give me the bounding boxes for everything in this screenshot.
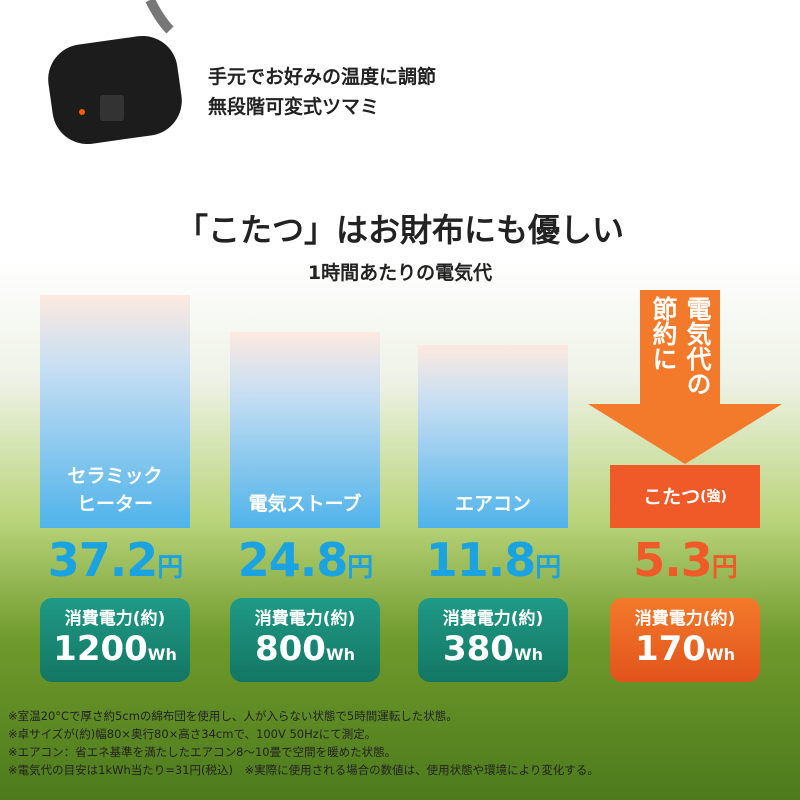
controller-illustration xyxy=(48,0,182,145)
subtitle: 1時間あたりの電気代 xyxy=(307,262,493,284)
bar-label: エアコン xyxy=(454,493,531,515)
arrow-text: 節約に xyxy=(649,296,678,371)
power-unit: Wh xyxy=(513,645,544,664)
bar-label: セラミック xyxy=(67,465,163,487)
note: ※卓サイズが(約)幅80×奥行80×高さ34cmで、100V 50Hzにて測定。 xyxy=(8,727,377,741)
arrow-text: 電気代の xyxy=(683,296,712,396)
note: ※電気代の目安は1kWh当たり=31円(税込) ※実際に使用される場合の数値は、… xyxy=(8,763,599,777)
power-label: 消費電力(約) xyxy=(64,609,166,629)
title: 「こたつ」はお財布にも優しい xyxy=(175,211,624,249)
cost-unit: 円 xyxy=(347,553,373,583)
power-label: 消費電力(約) xyxy=(254,609,356,629)
bar: セラミック ヒーター xyxy=(40,295,190,528)
power-value: 1200 xyxy=(53,629,148,669)
power-value: 380 xyxy=(442,629,514,669)
power-box: 消費電力(約) 1200Wh xyxy=(40,598,190,682)
power-box: 消費電力(約) 170Wh xyxy=(610,598,760,682)
power-box: 消費電力(約) 380Wh xyxy=(418,598,568,682)
note: ※室温20°Cで厚さ約5cmの綿布団を使用し、人が入らない状態で5時間運転した状… xyxy=(8,709,458,723)
bar: 電気ストーブ xyxy=(230,332,380,528)
bar: こたつ (強) xyxy=(610,465,760,528)
bar-label: ヒーター xyxy=(76,493,153,515)
power: 800Wh xyxy=(230,629,380,675)
cost: 24.8円 xyxy=(210,533,400,587)
cost-unit: 円 xyxy=(157,553,183,583)
header-line: 手元でお好みの温度に調節 xyxy=(208,66,437,88)
cost: 11.8円 xyxy=(398,533,588,587)
bar: エアコン xyxy=(418,345,568,528)
power-unit: Wh xyxy=(147,645,177,664)
power: 380Wh xyxy=(418,629,568,675)
power-label: 消費電力(約) xyxy=(442,609,544,629)
power: 1200Wh xyxy=(40,629,190,675)
cost-value: 5.3 xyxy=(633,533,712,587)
bar-label: 電気ストーブ xyxy=(248,493,362,515)
cost: 5.3円 xyxy=(590,533,780,587)
bar-label: こたつ xyxy=(643,485,701,508)
power-value: 170 xyxy=(634,629,706,669)
cost-value: 11.8 xyxy=(425,533,536,587)
power-unit: Wh xyxy=(705,645,736,664)
cost-unit: 円 xyxy=(535,553,561,583)
note: ※エアコン：省エネ基準を満たしたエアコン8〜10畳で空間を暖めた状態。 xyxy=(8,745,397,759)
cost-unit: 円 xyxy=(711,553,738,583)
cost: 37.2円 xyxy=(20,533,210,587)
arrow-body xyxy=(640,290,720,405)
arrow-head xyxy=(588,404,782,464)
cost-value: 24.8 xyxy=(237,533,348,587)
power-unit: Wh xyxy=(325,645,356,664)
power-value: 800 xyxy=(254,629,326,669)
power-label: 消費電力(約) xyxy=(634,609,736,629)
bar-label: (強) xyxy=(700,488,727,505)
header-line: 無段階可変式ツマミ xyxy=(208,96,380,118)
power: 170Wh xyxy=(610,629,760,675)
cost-value: 37.2 xyxy=(47,533,158,587)
power-box: 消費電力(約) 800Wh xyxy=(230,598,380,682)
